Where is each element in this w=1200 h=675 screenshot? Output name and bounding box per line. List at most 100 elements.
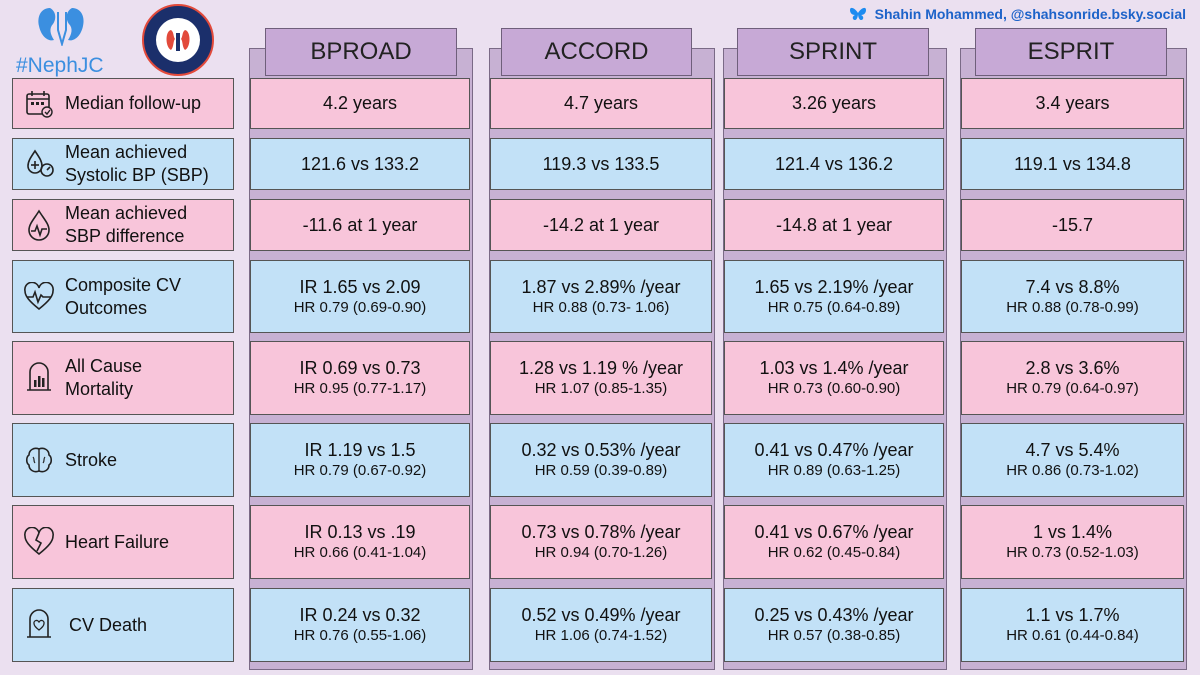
- row-label-median-follow-up: Median follow-up: [12, 78, 234, 129]
- cell-primary-value: 0.41 vs 0.67% /year: [754, 522, 914, 542]
- cell-hazard-ratio: HR 0.94 (0.70-1.26): [534, 544, 668, 561]
- broken-heart-icon: [21, 524, 57, 560]
- cell-hazard-ratio: HR 0.88 (0.78-0.99): [1006, 298, 1139, 316]
- row-label-line1: CV Death: [69, 614, 148, 635]
- cell-hazard-ratio: HR 0.95 (0.77-1.17): [293, 380, 427, 397]
- cell-primary-value: IR 0.13 vs .19: [304, 522, 416, 542]
- cell-primary-value: 4.7 years: [563, 93, 639, 113]
- cell-primary-value: 0.41 vs 0.47% /year: [754, 440, 914, 460]
- cell-sprint-row4: 1.65 vs 2.19% /year HR 0.75 (0.64-0.89): [724, 260, 944, 333]
- nephjc-logo: #NephJC: [10, 6, 116, 78]
- cell-primary-value: 0.52 vs 0.49% /year: [521, 605, 681, 625]
- cell-primary-value: 4.7 vs 5.4%: [1025, 440, 1120, 460]
- cell-bproad-row8: IR 0.24 vs 0.32 HR 0.76 (0.55-1.06): [250, 588, 470, 662]
- cell-hazard-ratio: HR 0.61 (0.44-0.84): [1006, 627, 1139, 644]
- trial-header-accord: ACCORD: [501, 28, 692, 76]
- cell-hazard-ratio: HR 0.79 (0.67-0.92): [293, 462, 427, 479]
- cell-primary-value: 1 vs 1.4%: [1032, 522, 1113, 542]
- cell-esprit-row2: 119.1 vs 134.8: [961, 138, 1184, 190]
- row-label-line2: Mortality: [65, 379, 134, 399]
- cell-hazard-ratio: HR 0.89 (0.63-1.25): [767, 462, 901, 479]
- cell-primary-value: 121.4 vs 136.2: [774, 153, 894, 174]
- cell-bproad-row1: 4.2 years: [250, 78, 470, 129]
- row-label-all-cause-mortality: All Cause Mortality: [12, 341, 234, 415]
- cell-bproad-row7: IR 0.13 vs .19 HR 0.66 (0.41-1.04): [250, 505, 470, 579]
- cell-primary-value: IR 0.24 vs 0.32: [299, 605, 421, 625]
- cell-esprit-row8: 1.1 vs 1.7% HR 0.61 (0.44-0.84): [961, 588, 1184, 662]
- cell-sprint-row2: 121.4 vs 136.2: [724, 138, 944, 190]
- cell-accord-row2: 119.3 vs 133.5: [490, 138, 712, 190]
- cell-hazard-ratio: HR 0.76 (0.55-1.06): [293, 627, 427, 644]
- butterfly-icon: [849, 7, 866, 20]
- cell-primary-value: 4.2 years: [322, 93, 398, 113]
- row-label-cv-death: CV Death: [12, 588, 234, 662]
- cell-hazard-ratio: HR 0.57 (0.38-0.85): [767, 627, 901, 644]
- cell-primary-value: IR 1.19 vs 1.5: [304, 440, 416, 460]
- calendar-icon: [21, 86, 57, 122]
- row-label-line1: Composite CV: [65, 274, 182, 295]
- cell-hazard-ratio: HR 0.66 (0.41-1.04): [293, 544, 427, 561]
- row-label-heart-failure: Heart Failure: [12, 505, 234, 579]
- cell-esprit-row1: 3.4 years: [961, 78, 1184, 129]
- cell-primary-value: 1.1 vs 1.7%: [1025, 605, 1120, 625]
- cell-sprint-row1: 3.26 years: [724, 78, 944, 129]
- trial-header-bproad: BPROAD: [265, 28, 457, 76]
- cell-primary-value: 1.87 vs 2.89% /year: [521, 276, 681, 297]
- cell-sprint-row3: -14.8 at 1 year: [724, 199, 944, 251]
- hashtag-label: #NephJC: [16, 54, 104, 77]
- cell-primary-value: 0.73 vs 0.78% /year: [521, 522, 681, 542]
- cell-esprit-row4: 7.4 vs 8.8% HR 0.88 (0.78-0.99): [961, 260, 1184, 333]
- row-label-line1: Stroke: [65, 449, 118, 470]
- row-label-sbp-difference: Mean achieved SBP difference: [12, 199, 234, 251]
- cell-primary-value: 3.26 years: [791, 93, 877, 113]
- cell-primary-value: IR 1.65 vs 2.09: [299, 276, 421, 297]
- cell-primary-value: 3.4 years: [1035, 93, 1110, 113]
- author-credit: Shahin Mohammed, @shahsonride.bsky.socia…: [849, 6, 1186, 22]
- cell-sprint-row6: 0.41 vs 0.47% /year HR 0.89 (0.63-1.25): [724, 423, 944, 497]
- cell-hazard-ratio: HR 0.79 (0.69-0.90): [293, 298, 427, 316]
- cell-bproad-row5: IR 0.69 vs 0.73 HR 0.95 (0.77-1.17): [250, 341, 470, 415]
- cell-esprit-row6: 4.7 vs 5.4% HR 0.86 (0.73-1.02): [961, 423, 1184, 497]
- cell-primary-value: 1.65 vs 2.19% /year: [754, 276, 914, 297]
- cell-primary-value: 119.3 vs 133.5: [542, 153, 660, 174]
- cell-accord-row6: 0.32 vs 0.53% /year HR 0.59 (0.39-0.89): [490, 423, 712, 497]
- cell-primary-value: 2.8 vs 3.6%: [1025, 358, 1120, 378]
- credit-text: Shahin Mohammed, @shahsonride.bsky.socia…: [874, 6, 1186, 22]
- kidney-icon: [66, 8, 84, 41]
- cell-primary-value: -14.2 at 1 year: [542, 214, 660, 235]
- cell-accord-row7: 0.73 vs 0.78% /year HR 0.94 (0.70-1.26): [490, 505, 712, 579]
- nephrology-education-collective-logo: [142, 4, 214, 76]
- row-label-mean-achieved-sbp: Mean achieved Systolic BP (SBP): [12, 138, 234, 190]
- cell-sprint-row5: 1.03 vs 1.4% /year HR 0.73 (0.60-0.90): [724, 341, 944, 415]
- tombstone-chart-icon: [21, 360, 57, 396]
- cell-sprint-row8: 0.25 vs 0.43% /year HR 0.57 (0.38-0.85): [724, 588, 944, 662]
- cell-hazard-ratio: HR 0.86 (0.73-1.02): [1006, 462, 1139, 479]
- cell-bproad-row6: IR 1.19 vs 1.5 HR 0.79 (0.67-0.92): [250, 423, 470, 497]
- row-label-line2: Systolic BP (SBP): [65, 165, 209, 185]
- cell-sprint-row7: 0.41 vs 0.67% /year HR 0.62 (0.45-0.84): [724, 505, 944, 579]
- row-label-line1: Mean achieved: [65, 203, 188, 223]
- cell-accord-row4: 1.87 vs 2.89% /year HR 0.88 (0.73- 1.06): [490, 260, 712, 333]
- row-label-line2: Outcomes: [65, 297, 148, 318]
- cell-accord-row5: 1.28 vs 1.19 % /year HR 1.07 (0.85-1.35): [490, 341, 712, 415]
- kidney-icon: [38, 8, 56, 41]
- cell-primary-value: 0.32 vs 0.53% /year: [521, 440, 681, 460]
- cell-primary-value: 7.4 vs 8.8%: [1025, 276, 1120, 297]
- cell-bproad-row4: IR 1.65 vs 2.09 HR 0.79 (0.69-0.90): [250, 260, 470, 333]
- trial-header-sprint: SPRINT: [737, 28, 929, 76]
- row-label-composite-cv: Composite CV Outcomes: [12, 260, 234, 333]
- cell-primary-value: -15.7: [1051, 214, 1094, 235]
- cell-esprit-row7: 1 vs 1.4% HR 0.73 (0.52-1.03): [961, 505, 1184, 579]
- row-label-line2: SBP difference: [65, 226, 185, 246]
- grave-heart-icon: [21, 607, 57, 643]
- row-label-stroke: Stroke: [12, 423, 234, 497]
- cell-bproad-row2: 121.6 vs 133.2: [250, 138, 470, 190]
- row-label-line1: Median follow-up: [65, 93, 202, 113]
- cell-esprit-row3: -15.7: [961, 199, 1184, 251]
- heart-pulse-icon: [21, 279, 57, 315]
- cell-primary-value: -14.8 at 1 year: [775, 214, 893, 235]
- row-label-line1: Heart Failure: [65, 531, 170, 552]
- trial-header-esprit: ESPRIT: [975, 28, 1167, 76]
- cell-primary-value: 0.25 vs 0.43% /year: [754, 605, 914, 625]
- cell-primary-value: 121.6 vs 133.2: [300, 153, 420, 174]
